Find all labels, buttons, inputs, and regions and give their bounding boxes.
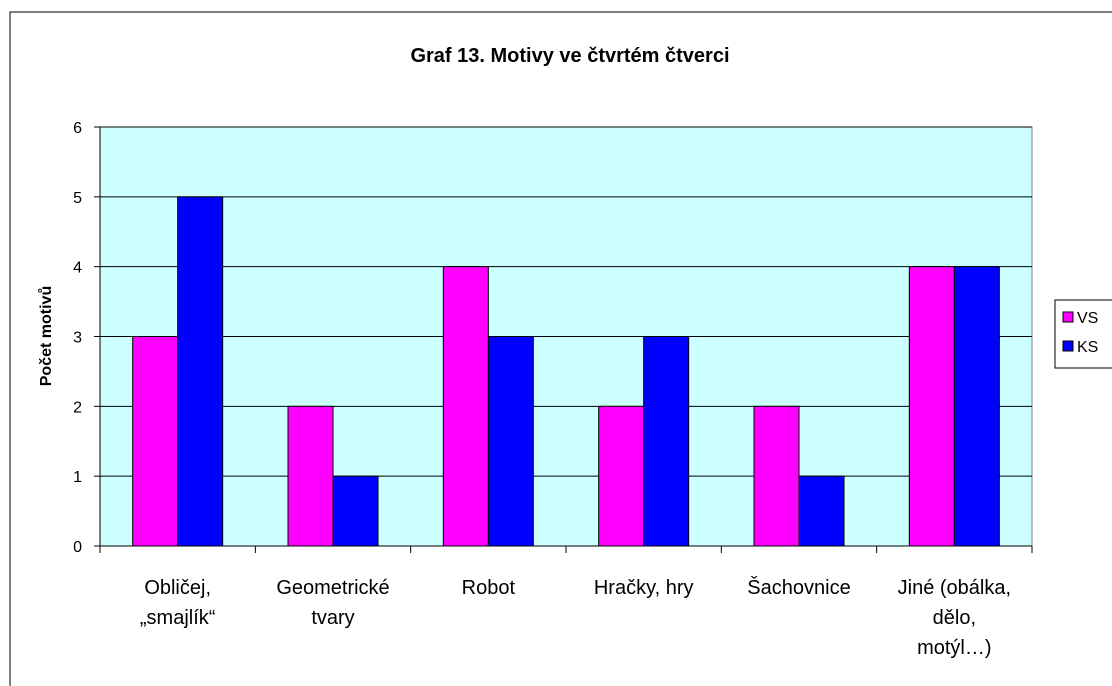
bar bbox=[332, 475, 379, 547]
legend-box bbox=[1054, 299, 1112, 369]
y-tick-label: 3 bbox=[73, 330, 82, 347]
bar bbox=[908, 266, 955, 547]
chart-title: Graf 13. Motivy ve čtvrtém čtverci bbox=[410, 45, 729, 67]
y-axis-label: Počet motivů bbox=[38, 286, 55, 386]
bar bbox=[643, 336, 690, 547]
bar bbox=[177, 196, 224, 547]
y-tick-label: 6 bbox=[73, 120, 82, 137]
legend-label: KS bbox=[1077, 339, 1098, 356]
legend-swatch bbox=[1062, 311, 1074, 323]
x-tick-label: Robot bbox=[462, 577, 516, 599]
bar bbox=[753, 405, 800, 547]
y-tick-label: 5 bbox=[73, 190, 82, 207]
bar bbox=[132, 336, 179, 547]
bar bbox=[953, 266, 1000, 547]
legend-swatch bbox=[1062, 340, 1074, 352]
y-tick-label: 2 bbox=[73, 399, 82, 416]
x-tick-label: Jiné (obálka, dělo, motýl…) bbox=[898, 577, 1011, 659]
y-tick-label: 1 bbox=[73, 469, 82, 486]
bar bbox=[287, 405, 334, 547]
y-tick-label: 0 bbox=[73, 539, 82, 556]
bar bbox=[442, 266, 489, 547]
x-tick-label: Hračky, hry bbox=[594, 577, 694, 599]
legend-label: VS bbox=[1077, 310, 1098, 327]
bar bbox=[487, 336, 534, 547]
y-tick-label: 4 bbox=[73, 260, 82, 277]
x-tick-label: Obličej, „smajlík“ bbox=[140, 577, 216, 629]
x-tick-label: Geometrické tvary bbox=[276, 577, 389, 629]
bar bbox=[598, 405, 645, 547]
x-tick-label: Šachovnice bbox=[747, 576, 850, 599]
bar bbox=[798, 475, 845, 547]
